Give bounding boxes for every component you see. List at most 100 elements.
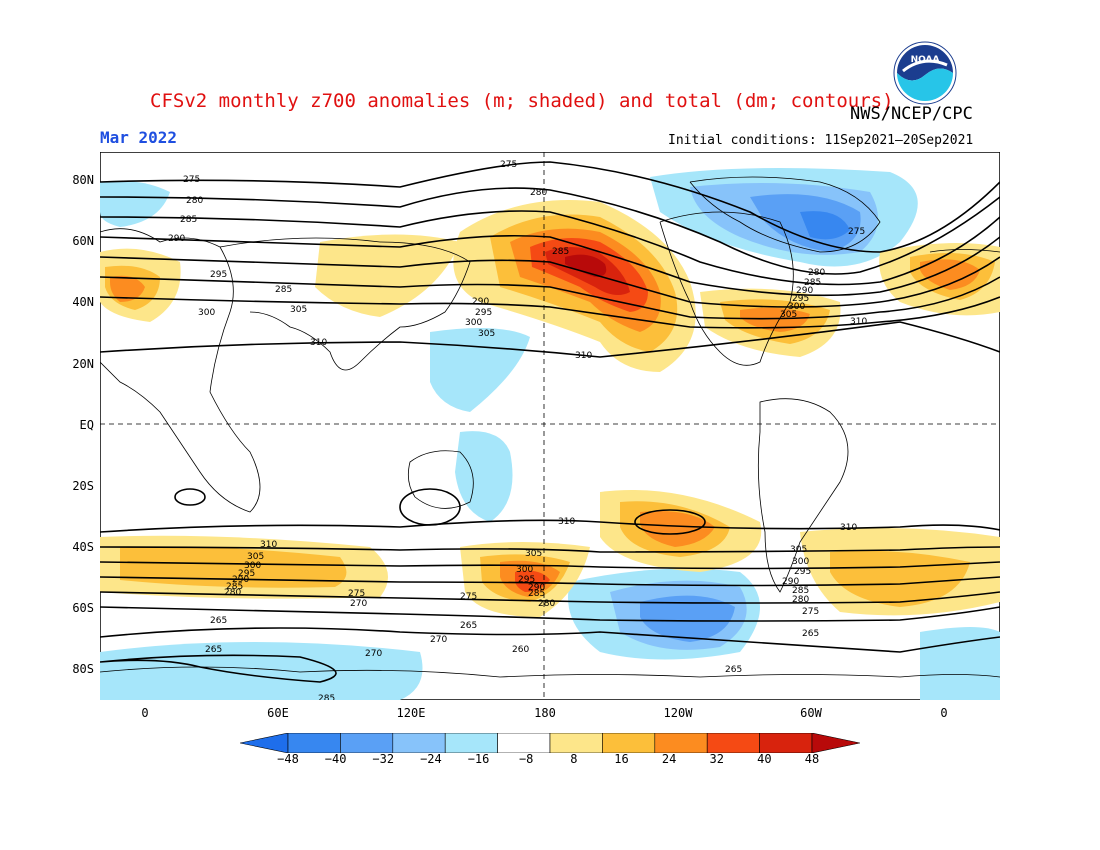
contour-label: 295 (238, 569, 255, 579)
lat-label-80n: 80N (72, 173, 94, 187)
contour-label: 290 (232, 575, 249, 585)
contour-label: 310 (575, 351, 592, 361)
contour-label: 275 (802, 607, 819, 617)
contour-label: 305 (790, 545, 807, 555)
contour-labels: 275 280 285 290 295 300 305 310 275 280 … (168, 160, 867, 700)
color-scale-label: 40 (757, 752, 772, 766)
lat-label-20n: 20N (72, 357, 94, 371)
lon-label-120w: 120W (663, 706, 693, 720)
map-title: CFSv2 monthly z700 anomalies (m; shaded)… (150, 90, 894, 112)
contour-label: 270 (350, 599, 367, 609)
contour-label: 285 (552, 247, 569, 257)
contour-label: 275 (348, 589, 365, 599)
color-scale-cell (654, 733, 708, 753)
color-scale-cell (602, 733, 656, 753)
contour-label: 300 (465, 318, 482, 328)
contour-label: 270 (365, 649, 382, 659)
lon-label-0: 0 (141, 706, 149, 720)
contour-label: 290 (472, 297, 489, 307)
color-scale-bar (240, 733, 860, 753)
contour-label: 310 (850, 317, 867, 327)
color-scale-cell (340, 733, 394, 753)
contour-label: 260 (512, 645, 529, 655)
height-contours (100, 161, 1000, 683)
color-scale-cell (392, 733, 446, 753)
contour-label: 290 (168, 234, 185, 244)
lat-label-80s: 80S (72, 662, 94, 676)
contour-label: 300 (516, 565, 533, 575)
contour-label: 300 (788, 302, 805, 312)
coastlines (100, 176, 1000, 678)
color-scale-label: 16 (614, 752, 629, 766)
color-scale-label: 24 (661, 752, 677, 766)
lon-label-180: 180 (534, 706, 556, 720)
lat-label-40n: 40N (72, 295, 94, 309)
agency-label: NWS/NCEP/CPC (850, 104, 973, 124)
contour-label: 310 (310, 338, 327, 348)
color-scale-cell (811, 733, 860, 753)
lat-label-eq: EQ (79, 418, 94, 432)
contour-label: 285 (792, 586, 809, 596)
color-scale-cell (240, 733, 289, 753)
contour-label: 275 (500, 160, 517, 170)
contour-label: 265 (210, 616, 227, 626)
contour-label: 290 (796, 286, 813, 296)
lon-label-120e: 120E (396, 706, 426, 720)
color-scale-label: 8 (570, 752, 578, 766)
contour-label: 305 (247, 552, 264, 562)
color-scale-cell (759, 733, 813, 753)
contour-label: 265 (725, 665, 742, 675)
contour-label: 275 (183, 175, 200, 185)
color-scale-cell (287, 733, 341, 753)
contour-label: 295 (475, 308, 492, 318)
contour-label: 295 (210, 270, 227, 280)
contour-label: 280 (538, 599, 555, 609)
contour-label: 285 (180, 215, 197, 225)
contour-label: 275 (848, 227, 865, 237)
color-scale-cell (497, 733, 551, 753)
lat-label-20s: 20S (72, 479, 94, 493)
contour-label: 285 (528, 589, 545, 599)
color-scale-label: 48 (804, 752, 820, 766)
color-scale-cell (706, 733, 760, 753)
lat-label-40s: 40S (72, 540, 94, 554)
contour-label: 280 (808, 268, 825, 278)
contour-label: 280 (530, 188, 547, 198)
contour-label: 300 (244, 561, 261, 571)
contour-label: 285 (226, 582, 243, 592)
color-scale-label: −8 (518, 752, 534, 766)
contour-label: 295 (518, 575, 535, 585)
contour-label: 285 (275, 285, 292, 295)
anomaly-map: 275 280 285 290 295 300 305 310 275 280 … (100, 152, 1000, 700)
contour-label: 310 (840, 523, 857, 533)
initial-conditions: Initial conditions: 11Sep2021–20Sep2021 (668, 133, 974, 148)
contour-label: 270 (430, 635, 447, 645)
contour-label: 290 (528, 583, 545, 593)
contour-label: 305 (525, 549, 542, 559)
color-scale-cell (444, 733, 498, 753)
contour-label: 265 (802, 629, 819, 639)
noaa-logo-icon: NOAA (893, 41, 957, 105)
contour-label: 265 (205, 645, 222, 655)
contour-label: 280 (186, 196, 203, 206)
contour-label: 305 (780, 310, 797, 320)
contour-label: 295 (794, 567, 811, 577)
contour-label: 285 (804, 278, 821, 288)
contour-label: 275 (460, 592, 477, 602)
color-scale-label: −24 (420, 752, 442, 766)
contour-label: 310 (558, 517, 575, 527)
contour-label: 265 (460, 621, 477, 631)
lon-label-0-east: 0 (940, 706, 948, 720)
contour-label: 300 (198, 308, 215, 318)
color-scale-label: 32 (709, 752, 724, 766)
lon-label-60e: 60E (267, 706, 289, 720)
lat-label-60s: 60S (72, 601, 94, 615)
color-scale-label: −16 (467, 752, 490, 766)
contour-label: 310 (260, 540, 277, 550)
contour-label: 280 (224, 588, 241, 598)
color-scale-label: −32 (372, 752, 395, 766)
contour-label: 290 (782, 577, 799, 587)
color-scale-label: −48 (277, 752, 299, 766)
contour-label: 280 (792, 595, 809, 605)
contour-label: 300 (792, 557, 809, 567)
